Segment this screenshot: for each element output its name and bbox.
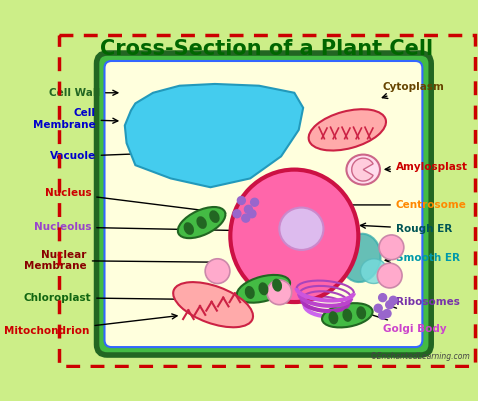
Text: Ribosomes: Ribosomes [390, 297, 460, 308]
Circle shape [250, 198, 259, 206]
Text: Vacuole: Vacuole [50, 150, 182, 161]
Circle shape [320, 217, 327, 223]
Circle shape [238, 196, 245, 205]
Ellipse shape [279, 208, 324, 250]
Text: Chloroplast: Chloroplast [23, 293, 188, 303]
Circle shape [379, 235, 404, 260]
Circle shape [386, 301, 394, 309]
Circle shape [327, 209, 334, 217]
Circle shape [267, 280, 292, 305]
Circle shape [233, 210, 241, 218]
Text: ©EnchantedLearning.com: ©EnchantedLearning.com [370, 352, 471, 361]
FancyBboxPatch shape [97, 53, 431, 355]
Text: Nuclear
Membrane: Nuclear Membrane [24, 250, 224, 271]
Text: Cell Wall: Cell Wall [49, 88, 118, 98]
Text: Centrosome: Centrosome [294, 200, 467, 210]
Text: Cytoplasm: Cytoplasm [382, 83, 445, 99]
Text: Golgi Body: Golgi Body [350, 307, 446, 334]
Text: Nucleolus: Nucleolus [34, 222, 277, 234]
Text: Nucleus: Nucleus [44, 188, 226, 215]
Polygon shape [125, 84, 303, 187]
Ellipse shape [184, 222, 194, 235]
Circle shape [379, 311, 387, 319]
Circle shape [383, 310, 391, 318]
Ellipse shape [328, 311, 338, 324]
Text: Cross-Section of a Plant Cell: Cross-Section of a Plant Cell [100, 38, 434, 59]
Circle shape [313, 209, 320, 217]
Circle shape [248, 210, 256, 218]
Ellipse shape [259, 282, 269, 295]
Text: Amylosplast: Amylosplast [385, 162, 468, 172]
Ellipse shape [196, 216, 207, 229]
Circle shape [374, 304, 382, 312]
Ellipse shape [340, 234, 380, 282]
Ellipse shape [178, 207, 226, 238]
Ellipse shape [230, 170, 358, 302]
Circle shape [205, 259, 230, 284]
FancyBboxPatch shape [105, 61, 423, 347]
Ellipse shape [322, 303, 373, 328]
Ellipse shape [356, 306, 366, 320]
Text: Rough ER: Rough ER [360, 223, 452, 234]
Ellipse shape [347, 154, 380, 184]
Circle shape [348, 217, 355, 223]
Text: Smooth ER: Smooth ER [385, 253, 460, 263]
Ellipse shape [245, 286, 255, 299]
Ellipse shape [237, 275, 290, 303]
Circle shape [244, 205, 252, 213]
Ellipse shape [360, 259, 387, 284]
Ellipse shape [272, 279, 282, 292]
Circle shape [341, 209, 348, 217]
Text: Mitochondrion: Mitochondrion [4, 314, 177, 336]
Wedge shape [352, 158, 373, 181]
Circle shape [389, 296, 397, 304]
Ellipse shape [209, 210, 219, 223]
Circle shape [377, 263, 402, 288]
Text: Cell
Membrane: Cell Membrane [33, 108, 118, 130]
Circle shape [269, 199, 281, 211]
Circle shape [379, 294, 387, 302]
Circle shape [242, 214, 250, 222]
Circle shape [334, 217, 341, 223]
Ellipse shape [173, 282, 253, 327]
Ellipse shape [342, 309, 352, 322]
Ellipse shape [309, 109, 386, 150]
